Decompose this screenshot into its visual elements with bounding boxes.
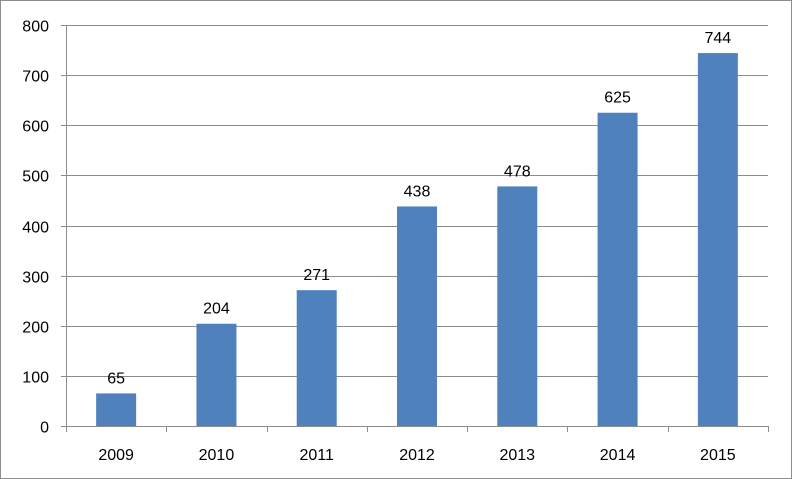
ytick-label-400: 400 — [22, 220, 49, 237]
ytick-label-0: 0 — [40, 420, 49, 437]
ytick-label-200: 200 — [22, 320, 49, 337]
ytick-label-500: 500 — [22, 169, 49, 186]
ytick-label-600: 600 — [22, 119, 49, 136]
data-label-2009: 65 — [107, 370, 125, 387]
data-label-2012: 438 — [404, 183, 431, 200]
bar-2011 — [296, 290, 337, 426]
data-label-2014: 625 — [604, 90, 631, 107]
data-label-2010: 204 — [203, 301, 230, 318]
bar-2013 — [497, 186, 538, 426]
category-label-2011: 2011 — [300, 447, 335, 464]
bar-2010 — [196, 323, 237, 426]
ytick-label-700: 700 — [22, 69, 49, 86]
category-label-2013: 2013 — [499, 447, 535, 464]
category-label-2014: 2014 — [600, 447, 636, 464]
bar-2014 — [597, 112, 638, 426]
axes — [61, 25, 769, 432]
bar-2012 — [397, 206, 437, 426]
data-label-2011: 271 — [303, 267, 330, 284]
category-label-2009: 2009 — [98, 447, 134, 464]
category-label-2015: 2015 — [700, 447, 736, 464]
ytick-label-100: 100 — [22, 370, 49, 387]
data-label-2013: 478 — [504, 163, 531, 180]
ytick-label-300: 300 — [22, 270, 49, 287]
bar-2009 — [96, 393, 137, 426]
data-label-2015: 744 — [705, 30, 732, 47]
ytick-label-800: 800 — [22, 19, 49, 36]
category-label-2012: 2012 — [399, 447, 435, 464]
category-label-2010: 2010 — [199, 447, 235, 464]
bar-2015 — [697, 53, 738, 426]
labels: 0 100 200 300 400 500 600 700 800 65 2009 204 2010 27… — [22, 19, 735, 465]
bars — [96, 53, 738, 426]
